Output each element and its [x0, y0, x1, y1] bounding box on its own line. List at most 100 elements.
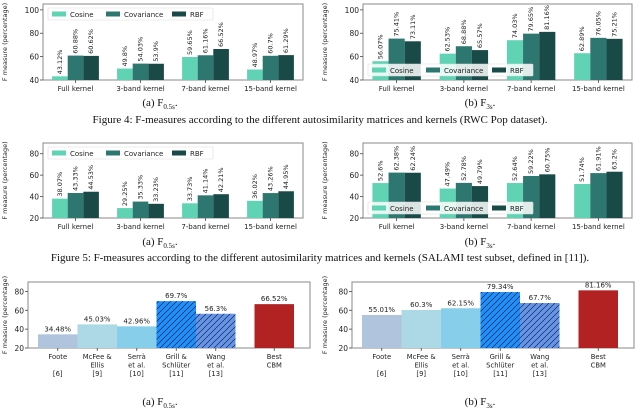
data-label: 54.03%	[137, 37, 145, 62]
bar-covariance	[262, 55, 279, 80]
subcaption-subscript: 0.5s	[163, 103, 175, 112]
bar-hatch	[480, 292, 520, 348]
bar-cosine	[574, 183, 591, 218]
data-label: 33.23%	[152, 177, 160, 202]
data-label: 60.3%	[410, 301, 433, 309]
data-label: 44.53%	[87, 165, 95, 190]
y-tick-label: 20	[338, 344, 348, 353]
x-tick-label: et al.	[531, 362, 548, 370]
x-tick-label: [9]	[416, 370, 426, 378]
plot-frame	[362, 142, 633, 219]
legend-swatch-covariance	[106, 11, 120, 17]
bar-rbf	[606, 171, 623, 218]
bar-cosine	[247, 200, 263, 218]
data-label: 42.21%	[217, 167, 225, 192]
data-label: 43.33%	[72, 166, 80, 191]
subcaption-fig6b: (b) F3s.	[320, 396, 640, 410]
data-label: 43.26%	[267, 166, 275, 191]
plot-frame	[42, 3, 304, 81]
data-label: 62.15%	[447, 299, 474, 307]
x-tick-label: 7-band kernel	[181, 223, 229, 231]
plot-frame	[362, 3, 633, 81]
data-label: 42.96%	[123, 317, 150, 325]
x-tick-label: Wang	[530, 353, 549, 361]
x-tick-label: [6]	[53, 370, 63, 378]
data-label: 52.78%	[460, 156, 468, 181]
data-label: 61.16%	[202, 28, 210, 53]
y-tick-label: 40	[338, 325, 348, 334]
x-tick-label: [13]	[209, 370, 223, 378]
x-tick-label: [6]	[377, 370, 387, 378]
bar-rbf	[148, 203, 164, 218]
data-label: 60.62%	[87, 29, 95, 54]
data-label: 41.14%	[202, 169, 210, 194]
y-tick-label: 40	[14, 325, 24, 334]
legend-label: Cosine	[390, 205, 414, 213]
x-tick-label: McFee &	[407, 353, 437, 361]
x-tick-label: Schlüter	[162, 362, 190, 370]
x-tick-label: Foote	[372, 353, 391, 361]
data-label: 79.65%	[527, 7, 535, 32]
y-tick-label: 80	[349, 29, 359, 38]
y-axis-label: F measure (percentage)	[321, 141, 329, 219]
legend-swatch-rbf	[492, 67, 506, 73]
bar-rbf	[213, 48, 229, 80]
data-label: 43.12%	[56, 50, 64, 75]
x-tick-label: Best	[267, 353, 282, 361]
y-tick-label: 40	[29, 76, 39, 85]
legend-label: RBF	[510, 67, 524, 75]
subcaption-prefix: (a) F	[142, 236, 164, 248]
bar-covariance	[197, 195, 214, 218]
bar-rbf	[83, 55, 99, 80]
bar-rbf	[278, 55, 294, 80]
bar-covariance	[132, 201, 149, 218]
subcaption-suffix: .	[174, 396, 178, 408]
x-tick-label: 3-band kernel	[440, 85, 488, 93]
data-label: 52.64%	[511, 156, 519, 181]
data-label: 51.74%	[578, 157, 586, 182]
x-tick-label: CBM	[591, 362, 606, 370]
data-label: 68.88%	[460, 19, 468, 44]
y-tick-label: 20	[14, 344, 24, 353]
data-label: 60.75%	[543, 148, 551, 173]
legend-swatch-cosine	[372, 205, 386, 211]
legend-swatch-covariance	[426, 67, 440, 73]
legend-swatch-cosine	[52, 11, 66, 17]
bar-cosine	[117, 68, 133, 80]
data-label: 36.02%	[251, 174, 259, 199]
data-label: 75.41%	[393, 12, 401, 37]
subcaption-prefix: (a) F	[142, 97, 164, 109]
bar-rbf	[606, 38, 623, 80]
bar-cosine	[182, 203, 198, 218]
subcaption-subscript: 3s	[486, 402, 493, 410]
subcaption-subscript: 3s	[486, 242, 493, 251]
data-label: 44.95%	[282, 164, 290, 189]
legend-swatch-rbf	[172, 11, 186, 17]
x-tick-label: Grill &	[166, 353, 188, 361]
bar-covariance	[197, 55, 214, 80]
y-tick-label: 80	[349, 150, 359, 159]
bar-covariance	[67, 193, 84, 218]
bar-best	[254, 304, 294, 348]
legend-box	[367, 201, 534, 215]
bar-foote	[362, 314, 402, 348]
x-tick-label: Serrà	[452, 353, 470, 361]
data-label: 63.2%	[611, 149, 619, 170]
bar-hatch	[156, 301, 196, 348]
data-label: 47.49%	[444, 162, 452, 187]
bar-covariance	[132, 63, 149, 80]
x-tick-label: [13]	[533, 370, 547, 378]
x-tick-label: CBM	[267, 362, 282, 370]
subcaption-suffix: .	[492, 396, 496, 408]
data-label: 67.7%	[529, 294, 552, 302]
x-tick-label: [11]	[169, 370, 183, 378]
data-label: 66.52%	[217, 22, 225, 47]
bar-rbf	[148, 63, 164, 80]
data-label: 73.11%	[409, 14, 417, 39]
y-tick-label: 20	[29, 214, 39, 223]
bar-covariance	[590, 173, 607, 218]
legend-box	[47, 146, 214, 160]
bar-rbf	[539, 174, 556, 218]
x-tick-label: [11]	[493, 370, 507, 378]
subcaption-fig6a: (a) F0.5s.	[0, 396, 320, 410]
